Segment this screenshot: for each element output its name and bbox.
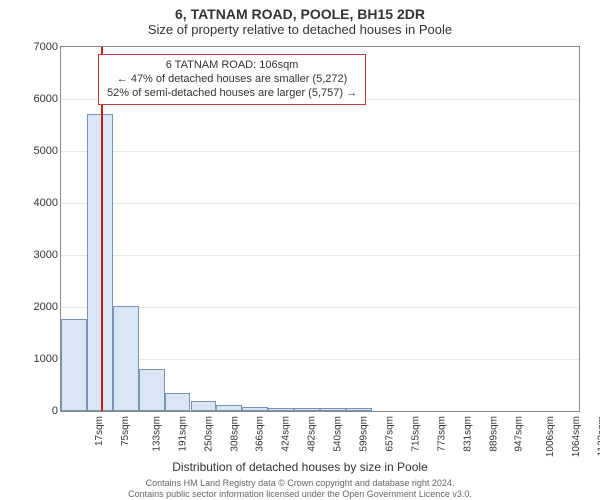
histogram-bar xyxy=(61,319,87,411)
y-tick-label: 6000 xyxy=(22,93,58,105)
x-tick-label: 599sqm xyxy=(359,416,370,452)
histogram-bar xyxy=(320,408,346,411)
x-tick-label: 133sqm xyxy=(151,416,162,452)
x-tick-label: 657sqm xyxy=(384,416,395,452)
y-tick-label: 7000 xyxy=(22,41,58,53)
title-sub: Size of property relative to detached ho… xyxy=(0,22,600,41)
y-tick-label: 5000 xyxy=(22,145,58,157)
x-tick-label: 947sqm xyxy=(514,416,525,452)
footer-line-1: Contains HM Land Registry data © Crown c… xyxy=(0,478,600,489)
x-tick-label: 831sqm xyxy=(462,416,473,452)
histogram-bar xyxy=(346,408,372,411)
x-tick-label: 424sqm xyxy=(281,416,292,452)
callout-line-2: ← 47% of detached houses are smaller (5,… xyxy=(107,73,357,87)
x-tick-label: 308sqm xyxy=(229,416,240,452)
y-tick-label: 2000 xyxy=(22,301,58,313)
x-tick-label: 715sqm xyxy=(410,416,421,452)
x-tick-label: 366sqm xyxy=(255,416,266,452)
x-tick-label: 1006sqm xyxy=(545,416,556,457)
x-tick-label: 1064sqm xyxy=(571,416,582,457)
figure-container: 6, TATNAM ROAD, POOLE, BH15 2DR Size of … xyxy=(0,0,600,500)
histogram-bar xyxy=(165,393,191,411)
y-tick-label: 4000 xyxy=(22,197,58,209)
callout-line-1: 6 TATNAM ROAD: 106sqm xyxy=(107,59,357,73)
footer-line-2: Contains public sector information licen… xyxy=(0,489,600,500)
histogram-bar xyxy=(268,408,294,411)
histogram-bar xyxy=(216,405,242,411)
histogram-bar xyxy=(294,408,320,411)
x-axis-label: Distribution of detached houses by size … xyxy=(0,460,600,474)
x-tick-label: 75sqm xyxy=(120,416,131,446)
y-tick-label: 1000 xyxy=(22,353,58,365)
histogram-bar xyxy=(113,306,139,411)
x-tick-label: 1122sqm xyxy=(597,416,600,456)
y-tick-label: 3000 xyxy=(22,249,58,261)
callout-line-3: 52% of semi-detached houses are larger (… xyxy=(107,87,357,101)
x-tick-label: 482sqm xyxy=(307,416,318,452)
y-tick-label: 0 xyxy=(22,405,58,417)
histogram-bar xyxy=(242,407,268,411)
histogram-bar xyxy=(139,369,165,411)
x-tick-label: 889sqm xyxy=(488,416,499,452)
x-tick-label: 250sqm xyxy=(203,416,214,452)
histogram-bar xyxy=(191,401,217,411)
x-tick-label: 773sqm xyxy=(436,416,447,452)
x-tick-label: 540sqm xyxy=(333,416,344,452)
x-tick-label: 17sqm xyxy=(94,416,105,446)
footer-attribution: Contains HM Land Registry data © Crown c… xyxy=(0,478,600,500)
annotation-callout: 6 TATNAM ROAD: 106sqm ← 47% of detached … xyxy=(98,54,366,105)
x-tick-label: 191sqm xyxy=(177,416,188,452)
title-main: 6, TATNAM ROAD, POOLE, BH15 2DR xyxy=(0,0,600,22)
